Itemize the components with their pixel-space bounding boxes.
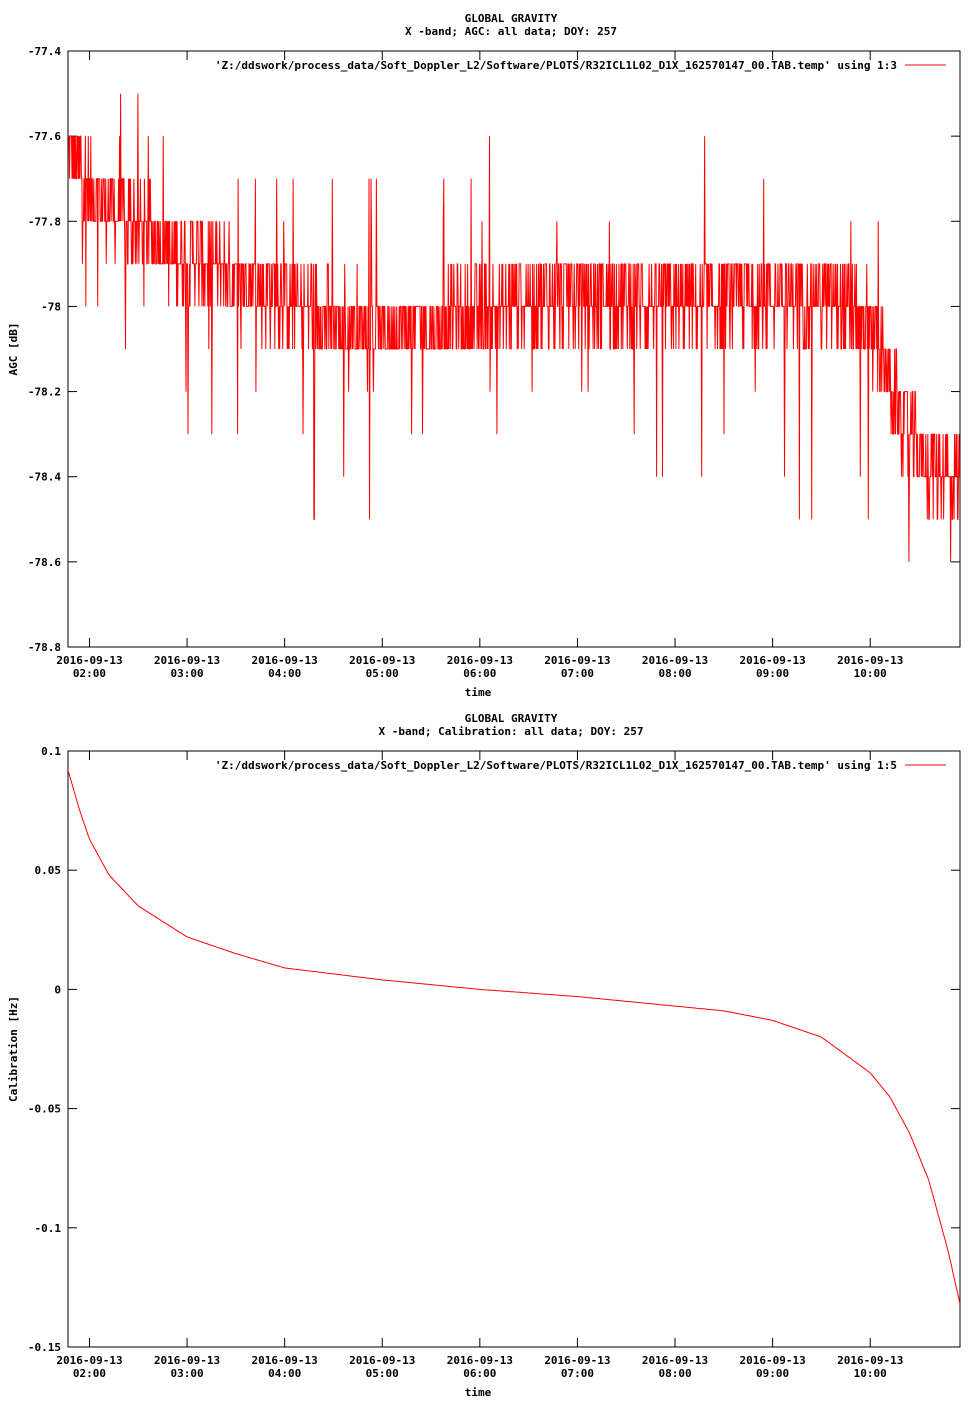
x-tick-time-label: 07:00: [561, 1367, 594, 1380]
y-tick-label: 0.05: [35, 864, 62, 877]
x-tick-date-label: 2016-09-13: [544, 654, 610, 667]
plot-frame: [67, 750, 961, 1348]
x-axis-label: time: [465, 686, 492, 699]
chart-subtitle: X -band; AGC: all data; DOY: 257: [405, 25, 617, 38]
x-tick-time-label: 10:00: [854, 667, 887, 680]
x-tick-time-label: 02:00: [73, 667, 106, 680]
series-line-calibration: [68, 769, 960, 1305]
x-tick-time-label: 08:00: [658, 667, 691, 680]
x-tick-time-label: 09:00: [756, 667, 789, 680]
plot-frame: [67, 50, 961, 648]
series-line-agc: [68, 93, 960, 562]
chart-subtitle: X -band; Calibration: all data; DOY: 257: [379, 725, 644, 738]
x-tick-date-label: 2016-09-13: [642, 654, 708, 667]
legend-text: 'Z:/ddswork/process_data/Soft_Doppler_L2…: [215, 759, 897, 772]
x-tick-date-label: 2016-09-13: [447, 654, 513, 667]
x-tick-time-label: 09:00: [756, 1367, 789, 1380]
x-tick-time-label: 04:00: [268, 1367, 301, 1380]
x-tick-date-label: 2016-09-13: [740, 654, 806, 667]
x-tick-date-label: 2016-09-13: [56, 654, 122, 667]
x-tick-date-label: 2016-09-13: [349, 654, 415, 667]
x-tick-time-label: 03:00: [171, 667, 204, 680]
x-tick-time-label: 05:00: [366, 1367, 399, 1380]
x-axis-label: time: [465, 1386, 492, 1399]
y-tick-label: 0: [54, 983, 61, 996]
x-tick-time-label: 03:00: [171, 1367, 204, 1380]
legend-text: 'Z:/ddswork/process_data/Soft_Doppler_L2…: [215, 59, 897, 72]
y-tick-label: -78.8: [28, 641, 61, 654]
y-tick-label: -78.4: [28, 471, 61, 484]
x-tick-date-label: 2016-09-13: [252, 1354, 318, 1367]
y-tick-label: -77.8: [28, 215, 61, 228]
y-tick-label: -0.05: [28, 1103, 61, 1116]
x-tick-date-label: 2016-09-13: [837, 1354, 903, 1367]
x-tick-time-label: 10:00: [854, 1367, 887, 1380]
x-tick-time-label: 07:00: [561, 667, 594, 680]
x-tick-time-label: 06:00: [463, 667, 496, 680]
y-tick-label: -78: [41, 300, 61, 313]
x-tick-time-label: 06:00: [463, 1367, 496, 1380]
x-tick-date-label: 2016-09-13: [252, 654, 318, 667]
y-tick-label: 0.1: [41, 745, 61, 758]
x-tick-date-label: 2016-09-13: [447, 1354, 513, 1367]
y-tick-label: -0.15: [28, 1341, 61, 1354]
y-axis-label: Calibration [Hz]: [7, 996, 20, 1102]
x-tick-time-label: 08:00: [658, 1367, 691, 1380]
x-tick-date-label: 2016-09-13: [349, 1354, 415, 1367]
x-tick-date-label: 2016-09-13: [154, 654, 220, 667]
y-tick-label: -77.6: [28, 130, 61, 143]
y-tick-label: -0.1: [35, 1222, 62, 1235]
x-tick-date-label: 2016-09-13: [837, 654, 903, 667]
y-tick-label: -78.6: [28, 556, 61, 569]
y-tick-label: -78.2: [28, 386, 61, 399]
chart-title: GLOBAL GRAVITY: [465, 12, 558, 25]
y-axis-label: AGC [dB]: [7, 323, 20, 376]
x-tick-date-label: 2016-09-13: [56, 1354, 122, 1367]
x-tick-date-label: 2016-09-13: [154, 1354, 220, 1367]
y-tick-label: -77.4: [28, 45, 61, 58]
x-tick-date-label: 2016-09-13: [740, 1354, 806, 1367]
x-tick-date-label: 2016-09-13: [642, 1354, 708, 1367]
x-tick-date-label: 2016-09-13: [544, 1354, 610, 1367]
x-tick-time-label: 05:00: [366, 667, 399, 680]
x-tick-time-label: 02:00: [73, 1367, 106, 1380]
x-tick-time-label: 04:00: [268, 667, 301, 680]
chart-title: GLOBAL GRAVITY: [465, 712, 558, 725]
